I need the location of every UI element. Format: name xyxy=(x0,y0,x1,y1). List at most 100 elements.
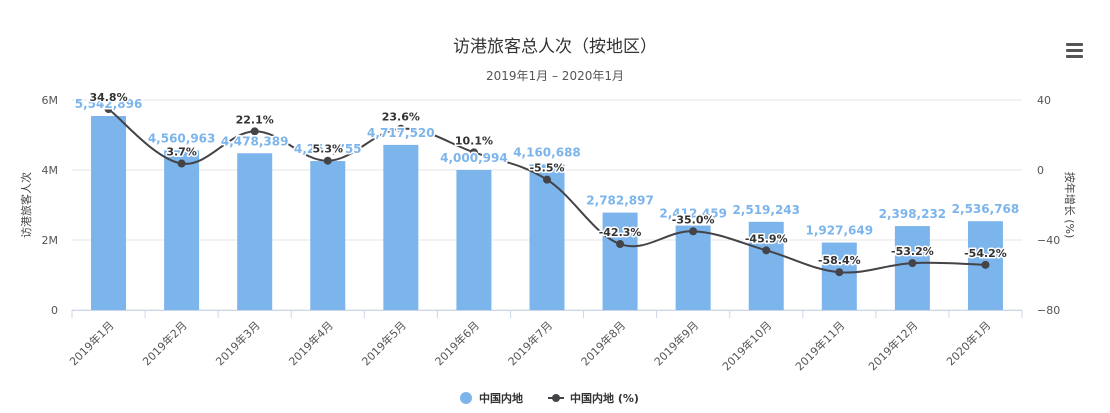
line-point xyxy=(616,240,625,249)
line-data-label: -54.2% xyxy=(964,247,1007,260)
bar-data-label: 4,717,520 xyxy=(367,126,435,140)
legend-bar-marker xyxy=(460,392,472,404)
line-data-label: 22.1% xyxy=(236,113,274,126)
line-data-label: 5.3% xyxy=(313,143,344,156)
bar-data-label-halo: 2,782,897 xyxy=(586,194,654,208)
line-point xyxy=(396,124,405,133)
y-right-tick-label: −40 xyxy=(1037,234,1060,247)
bar xyxy=(602,212,638,310)
bar-data-label-halo: 4,478,389 xyxy=(221,134,289,148)
line-data-label-halo: -54.2% xyxy=(964,247,1007,260)
line-point xyxy=(543,175,551,184)
line-point xyxy=(689,227,698,236)
line-data-label: -58.4% xyxy=(818,254,861,267)
legend-line-label: 中国内地 (%) xyxy=(570,391,639,405)
bar-data-label-halo: 4,560,963 xyxy=(148,131,216,145)
bar-data-label: 1,927,649 xyxy=(806,224,874,238)
bar xyxy=(529,164,565,310)
line-data-label-halo: 5.3% xyxy=(313,143,344,156)
y-left-tick-label: 6M xyxy=(42,94,59,107)
line-point xyxy=(469,148,478,157)
x-tick-label: 2020年1月 xyxy=(943,318,993,368)
x-tick-label: 2019年1月 xyxy=(66,318,116,368)
line-data-label: 10.1% xyxy=(455,134,493,147)
bar-data-label-halo: 2,519,243 xyxy=(732,203,800,217)
line-point xyxy=(323,156,332,165)
legend-item-line[interactable]: 中国内地 (%) xyxy=(548,391,639,405)
hamburger-menu-icon xyxy=(1066,43,1083,46)
line-data-label-halo: -42.3% xyxy=(599,226,642,239)
bar-data-label: 4,160,688 xyxy=(513,145,581,159)
line-data-label-halo: 22.1% xyxy=(236,113,274,126)
line-data-label: 34.8% xyxy=(89,91,127,104)
line-data-label-halo: -5.5% xyxy=(529,162,564,175)
bar xyxy=(894,226,930,310)
bar-data-label-halo: 4,255,755 xyxy=(294,142,362,156)
y-right-tick-label: −80 xyxy=(1037,304,1060,317)
y-left-tick-label: 0 xyxy=(51,304,58,317)
bar-data-label-halo: 5,542,896 xyxy=(75,97,143,111)
line-point xyxy=(250,127,259,136)
y-right-tick-label: 40 xyxy=(1037,94,1051,107)
line-point xyxy=(177,159,186,168)
bar-data-label: 4,000,994 xyxy=(440,151,508,165)
line-point xyxy=(835,268,844,277)
hamburger-menu-icon-bar xyxy=(1066,49,1083,52)
x-tick-label: 2019年7月 xyxy=(505,318,555,368)
line-point xyxy=(762,246,771,255)
line-data-label-halo: -35.0% xyxy=(672,213,715,226)
bar-data-label: 5,542,896 xyxy=(75,97,143,111)
bar-data-label-halo: 4,717,520 xyxy=(367,126,435,140)
bar-data-label: 2,412,459 xyxy=(659,207,727,221)
line-point xyxy=(104,105,113,114)
bar-data-label: 4,560,963 xyxy=(148,131,216,145)
x-tick-label: 2019年2月 xyxy=(140,318,190,368)
legend-line-marker-dot xyxy=(552,394,560,402)
line-data-label: -42.3% xyxy=(599,226,642,239)
legend-bar-label: 中国内地 xyxy=(479,391,523,405)
hamburger-menu-icon-bar xyxy=(1066,55,1083,58)
bar-data-label-halo: 2,412,459 xyxy=(659,207,727,221)
bar-data-label-halo: 1,927,649 xyxy=(806,224,874,238)
bar xyxy=(91,115,127,310)
x-tick-label: 2019年12月 xyxy=(865,318,920,373)
x-tick-label: 2019年11月 xyxy=(792,318,847,373)
line-data-label-halo: -58.4% xyxy=(818,254,861,267)
y-axis-right-title: 按年增长 (%) xyxy=(1063,172,1077,239)
bar-data-label: 2,519,243 xyxy=(732,203,800,217)
bar xyxy=(383,144,419,310)
bar-data-label: 2,782,897 xyxy=(586,194,654,208)
legend-item-bar[interactable]: 中国内地 xyxy=(460,391,523,405)
line-data-label-halo: -53.2% xyxy=(891,245,934,258)
bar-data-label-halo: 4,160,688 xyxy=(513,145,581,159)
bar-series[interactable] xyxy=(91,115,1003,310)
line-data-label: -35.0% xyxy=(672,213,715,226)
line-point xyxy=(981,260,990,269)
x-tick-label: 2019年9月 xyxy=(651,318,701,368)
line-point xyxy=(908,259,917,268)
y-left-tick-label: 2M xyxy=(42,234,59,247)
bar-data-label: 4,478,389 xyxy=(221,134,289,148)
bar xyxy=(456,169,492,310)
y-left-tick-label: 4M xyxy=(42,164,59,177)
bar-data-label: 2,536,768 xyxy=(952,202,1020,216)
bar-data-label: 2,398,232 xyxy=(879,207,947,221)
x-tick-label: 2019年4月 xyxy=(286,318,336,368)
line-data-label-halo: -45.9% xyxy=(745,232,788,245)
legend: 中国内地 中国内地 (%) xyxy=(460,391,639,405)
chart-menu-button[interactable] xyxy=(1064,40,1086,62)
bar-data-label-halo: 2,398,232 xyxy=(879,207,947,221)
bar xyxy=(237,153,273,310)
line-data-label: -53.2% xyxy=(891,245,934,258)
y-right-tick-label: 0 xyxy=(1037,164,1044,177)
line-data-label-halo: 34.8% xyxy=(89,91,127,104)
bar-data-label-halo: 4,000,994 xyxy=(440,151,508,165)
line-data-label-halo: 23.6% xyxy=(382,111,420,124)
line-series[interactable] xyxy=(104,105,990,277)
bar xyxy=(748,221,784,310)
bar xyxy=(821,242,857,310)
bar xyxy=(164,150,200,310)
line-data-label: -5.5% xyxy=(529,162,564,175)
